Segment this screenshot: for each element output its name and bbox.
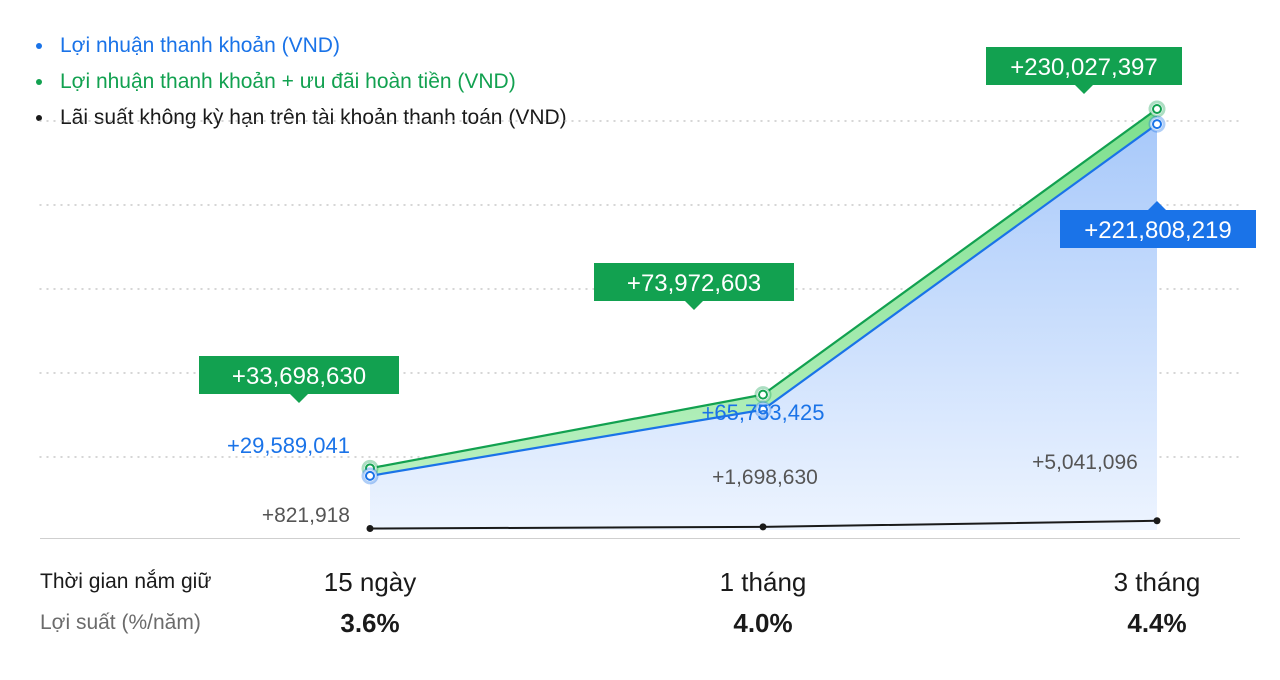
data-label-liquidity-profit: +65,753,425 bbox=[702, 400, 825, 425]
area-cashback-band bbox=[370, 109, 1157, 476]
data-point-demand-interest bbox=[759, 523, 767, 531]
legend-item-demand-interest: Lãi suất không kỳ hạn trên tài khoản tha… bbox=[36, 100, 567, 136]
data-label-box-blue bbox=[1060, 210, 1256, 248]
data-label-profit-plus-cashback: +230,027,397 bbox=[1010, 54, 1157, 81]
legend-dot-blue bbox=[36, 43, 42, 49]
data-label-box-green bbox=[594, 263, 794, 301]
rate-15-days: 3.6% bbox=[340, 608, 400, 638]
legend-item-profit-plus-cashback: Lợi nhuận thanh khoản + ưu đãi hoàn tiền… bbox=[36, 64, 567, 100]
legend-item-liquidity-profit: Lợi nhuận thanh khoản (VND) bbox=[36, 28, 567, 64]
period-3-months: 3 tháng bbox=[1113, 567, 1201, 597]
chart-plot: +33,698,630 +73,972,603 +230,027,397 +29,58… bbox=[39, 47, 1256, 532]
legend-label: Lợi nhuận thanh khoản (VND) bbox=[60, 34, 340, 57]
data-label-liquidity-profit: +29,589,041 bbox=[227, 433, 350, 458]
area-liquidity-profit bbox=[370, 124, 1157, 530]
data-point-liquidity-profit bbox=[1152, 119, 1162, 130]
data-point-demand-interest bbox=[1153, 517, 1161, 525]
period-15-days: 15 ngày bbox=[323, 567, 417, 597]
data-point-profit-plus-cashback bbox=[1152, 104, 1162, 115]
data-label-profit-plus-cashback: +73,972,603 bbox=[627, 270, 761, 297]
data-label-demand-interest: +821,918 bbox=[262, 504, 350, 527]
holding-period-label: Thời gian nắm giữ bbox=[40, 570, 212, 593]
data-label-pointer-green bbox=[685, 301, 703, 310]
yield-label: Lợi suất (%/năm) bbox=[40, 611, 201, 634]
data-label-pointer-blue bbox=[1148, 201, 1166, 210]
data-label-pointer-green bbox=[1075, 85, 1093, 94]
holding-period-row: Thời gian nắm giữ 15 ngày 1 tháng 3 thán… bbox=[0, 562, 1280, 602]
data-label-demand-interest: +1,698,630 bbox=[712, 466, 818, 489]
data-label-pointer-green bbox=[290, 394, 308, 403]
data-point-profit-plus-cashback bbox=[758, 389, 768, 400]
chart-legend: Lợi nhuận thanh khoản (VND) Lợi nhuận th… bbox=[36, 28, 567, 136]
legend-dot-green bbox=[36, 79, 42, 85]
rate-3-months: 4.4% bbox=[1127, 608, 1187, 638]
legend-dot-black bbox=[36, 115, 42, 121]
data-label-box-green bbox=[986, 47, 1182, 85]
table-divider bbox=[40, 538, 1240, 539]
data-label-box-green bbox=[199, 356, 399, 394]
yield-row: Lợi suất (%/năm) 3.6% 4.0% 4.4% bbox=[0, 603, 1280, 643]
rate-1-month: 4.0% bbox=[733, 608, 793, 638]
period-1-month: 1 tháng bbox=[719, 567, 807, 597]
data-label-liquidity-profit: +221,808,219 bbox=[1084, 217, 1231, 244]
data-label-profit-plus-cashback: +33,698,630 bbox=[232, 363, 366, 390]
data-point-demand-interest bbox=[366, 524, 374, 532]
data-point-liquidity-profit bbox=[758, 404, 768, 415]
legend-label: Lợi nhuận thanh khoản + ưu đãi hoàn tiền… bbox=[60, 70, 516, 93]
data-label-demand-interest: +5,041,096 bbox=[1032, 451, 1138, 474]
legend-label: Lãi suất không kỳ hạn trên tài khoản tha… bbox=[60, 106, 567, 129]
data-point-liquidity-profit bbox=[365, 470, 375, 481]
